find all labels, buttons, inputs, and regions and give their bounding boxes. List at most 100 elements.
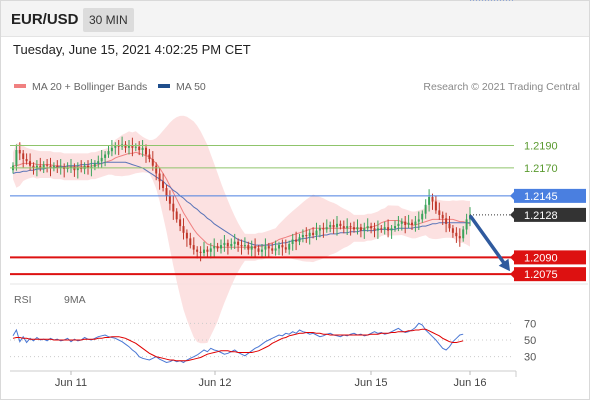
candle-body: [291, 239, 294, 244]
candle-body: [76, 167, 79, 171]
candle-body: [278, 245, 280, 249]
legend-item-ma50: MA 50: [158, 81, 206, 93]
candle-body: [353, 227, 355, 230]
candle-body: [322, 228, 325, 230]
candle-body: [15, 150, 18, 166]
candle-body: [271, 248, 274, 251]
candle-body: [325, 227, 328, 230]
candle-body: [264, 246, 267, 250]
legend-label-rsi: RSI: [14, 294, 32, 306]
candle-body: [127, 145, 130, 148]
candle-body: [455, 232, 458, 237]
candle-body: [349, 226, 352, 228]
candle-body: [332, 225, 335, 228]
level-label-1.2145: 1.2145: [524, 191, 558, 203]
candle-body: [257, 248, 260, 252]
candle-body: [223, 242, 226, 246]
candle-body: [59, 166, 62, 168]
legend-label-ma50: MA 50: [176, 81, 206, 93]
candle-body: [315, 230, 318, 236]
candle-body: [148, 154, 151, 159]
candle-body: [87, 165, 89, 168]
candle-body: [104, 154, 107, 158]
x-tick-label: Jun 16: [453, 377, 486, 389]
bollinger-band: [13, 115, 470, 344]
candle-body: [131, 145, 134, 148]
candle-body: [336, 223, 338, 228]
candle-body: [260, 249, 263, 252]
candle-body: [39, 165, 42, 168]
candle-body: [35, 165, 38, 168]
candle-body: [462, 229, 465, 239]
candle-body: [346, 226, 349, 229]
candle-body: [216, 246, 219, 249]
level-tag-pointer: [510, 270, 514, 279]
candle-body: [73, 166, 76, 171]
legend-item-ma20: MA 20 + Bollinger Bands: [14, 81, 147, 93]
candle-body: [465, 219, 468, 230]
candle-body: [90, 166, 93, 168]
rsi-tick-70: 70: [524, 318, 536, 330]
candle-body: [250, 246, 253, 250]
candle-body: [387, 227, 390, 231]
candle-body: [448, 223, 451, 229]
candle-body: [407, 222, 410, 225]
ma50-swatch: [158, 84, 170, 89]
candle-body: [305, 235, 308, 237]
candle-body: [25, 159, 28, 162]
candle-body: [383, 227, 386, 230]
candle-body: [247, 245, 250, 250]
candle-body: [394, 226, 396, 229]
candle-body: [441, 214, 444, 219]
candle-body: [22, 153, 25, 159]
candle-body: [145, 147, 147, 155]
candle-body: [32, 165, 35, 168]
candle-body: [141, 147, 144, 150]
candle-body: [107, 151, 110, 155]
candle-body: [93, 163, 96, 167]
symbol-title: EUR/USD: [11, 11, 79, 28]
candle-body: [110, 147, 113, 152]
candle-body: [189, 238, 192, 246]
candle-body: [70, 166, 72, 168]
candle-body: [114, 145, 117, 148]
candle-body: [288, 244, 291, 250]
chart-header: EUR/USD 30 MIN: [1, 1, 589, 37]
candle-body: [438, 210, 441, 215]
candle-body: [431, 197, 434, 202]
level-label-1.2128: 1.2128: [524, 210, 558, 222]
candle-body: [199, 251, 202, 253]
candle-body: [243, 245, 246, 247]
candle-body: [175, 211, 178, 220]
candle-body: [97, 161, 100, 164]
candle-body: [370, 226, 373, 229]
candle-body: [18, 150, 21, 154]
chart-credit: Research © 2021 Trading Central: [423, 81, 580, 93]
candle-body: [168, 195, 171, 204]
timeframe-button[interactable]: 30 MIN: [83, 8, 134, 32]
candle-body: [451, 228, 454, 233]
candle-body: [254, 246, 257, 249]
candle-body: [124, 144, 127, 148]
candle-body: [274, 248, 277, 251]
x-tick-label: Jun 11: [55, 377, 87, 389]
candle-body: [185, 232, 188, 239]
level-tag-1.2075: [514, 267, 586, 282]
candle-body: [411, 222, 413, 225]
candle-body: [66, 167, 69, 169]
candle-body: [134, 146, 137, 148]
forecast-arrow-head: [498, 258, 510, 272]
rsi-tick-30: 30: [524, 352, 536, 364]
candle-body: [281, 245, 284, 248]
candle-body: [138, 146, 141, 151]
candle-body: [397, 223, 400, 226]
candle-body: [308, 232, 311, 237]
candle-body: [414, 221, 417, 225]
candle-body: [339, 223, 342, 226]
level-tag-1.2090: [514, 250, 586, 265]
candle-body: [373, 228, 376, 231]
level-tag-1.2145: [514, 188, 586, 203]
candle-body: [318, 228, 321, 231]
candle-body: [237, 241, 240, 246]
